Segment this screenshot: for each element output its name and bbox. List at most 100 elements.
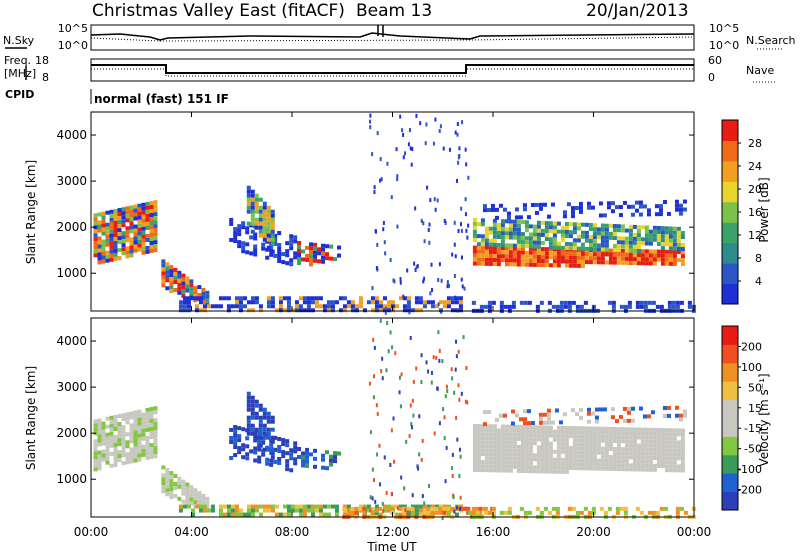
echo-cell — [289, 246, 294, 251]
echo-cell — [282, 504, 287, 509]
echo-cell — [536, 262, 541, 267]
echo-cell — [177, 496, 182, 501]
echo-cell — [512, 235, 517, 240]
echo-cell — [254, 209, 259, 214]
echo-cell — [635, 304, 640, 309]
echo-cell — [254, 205, 259, 210]
echo-cell — [576, 434, 581, 439]
echo-cell — [484, 242, 489, 247]
echo-cell — [648, 443, 653, 448]
echo-cell — [687, 304, 692, 309]
echo-cell — [546, 412, 551, 417]
echo-cell — [610, 209, 615, 214]
echo-cell — [153, 228, 158, 233]
echo-cell — [678, 211, 683, 216]
echo-cell — [117, 228, 122, 233]
echo-cell — [511, 304, 516, 309]
echo-cell — [362, 308, 367, 313]
echo-cell — [500, 436, 505, 441]
echo-cell — [568, 246, 573, 251]
echo-cell — [616, 236, 621, 241]
colorbar-swatch — [722, 326, 738, 345]
echo-cell — [568, 234, 573, 239]
echo-cell — [173, 493, 178, 498]
echo-cell — [145, 451, 150, 456]
echo-cell — [109, 257, 114, 262]
echo-cell — [384, 310, 387, 315]
echo-cell — [117, 236, 122, 241]
echo-cell — [508, 258, 513, 263]
echo-cell — [620, 252, 625, 257]
echo-cell — [620, 236, 625, 241]
echo-cell — [600, 231, 605, 236]
echo-cell — [441, 359, 444, 364]
echo-cell — [580, 426, 585, 431]
echo-cell — [544, 425, 549, 430]
echo-cell — [672, 249, 677, 254]
echo-cell — [512, 464, 517, 469]
echo-cell — [266, 431, 271, 436]
echo-cell — [133, 454, 138, 459]
echo-cell — [532, 465, 537, 470]
echo-cell — [297, 260, 302, 265]
echo-cell — [297, 446, 302, 451]
freq-units: [MHz] — [4, 67, 36, 80]
echo-cell — [476, 440, 481, 445]
echo-cell — [502, 207, 507, 212]
echo-cell — [406, 506, 411, 511]
echo-cell — [424, 141, 427, 146]
echo-cell — [647, 510, 652, 515]
echo-cell — [250, 431, 255, 436]
echo-cell — [305, 459, 310, 464]
echo-cell — [484, 238, 489, 243]
echo-cell — [524, 258, 529, 263]
echo-cell — [536, 220, 541, 225]
echo-cell — [451, 252, 454, 257]
echo-cell — [500, 243, 505, 248]
echo-cell — [371, 496, 374, 501]
echo-cell — [672, 440, 677, 445]
echo-cell — [636, 261, 641, 266]
echo-cell — [527, 300, 532, 305]
echo-cell — [668, 242, 673, 247]
echo-cell — [500, 219, 505, 224]
echo-cell — [500, 235, 505, 240]
echo-cell — [246, 221, 251, 226]
echo-cell — [254, 427, 259, 432]
echo-cell — [270, 508, 275, 513]
echo-cell — [600, 239, 605, 244]
echo-cell — [420, 353, 423, 358]
echo-cell — [145, 225, 150, 230]
echo-cell — [528, 461, 533, 466]
echo-cell — [484, 440, 489, 445]
echo-cell — [664, 242, 669, 247]
echo-cell — [476, 261, 481, 266]
echo-cell — [488, 452, 493, 457]
echo-cell — [350, 506, 355, 511]
echo-cell — [480, 424, 485, 429]
echo-cell — [491, 510, 496, 515]
echo-cell — [370, 510, 375, 515]
echo-cell — [258, 205, 263, 210]
echo-cell — [620, 256, 625, 261]
echo-cell — [500, 246, 505, 251]
echo-cell — [560, 457, 565, 462]
echo-cell — [206, 508, 211, 513]
echo-cell — [492, 464, 497, 469]
echo-cell — [266, 221, 271, 226]
echo-cell — [484, 424, 489, 429]
echo-cell — [652, 233, 657, 238]
echo-cell — [608, 446, 613, 451]
echo-cell — [270, 304, 275, 309]
echo-cell — [552, 469, 557, 474]
echo-cell — [270, 300, 275, 305]
echo-cell — [648, 431, 653, 436]
echo-cell — [538, 202, 543, 207]
echo-cell — [596, 438, 601, 443]
echo-cell — [636, 249, 641, 254]
echo-cell — [504, 243, 509, 248]
echo-cell — [628, 467, 633, 472]
echo-cell — [322, 504, 327, 509]
echo-cell — [165, 468, 170, 473]
echo-cell — [588, 426, 593, 431]
